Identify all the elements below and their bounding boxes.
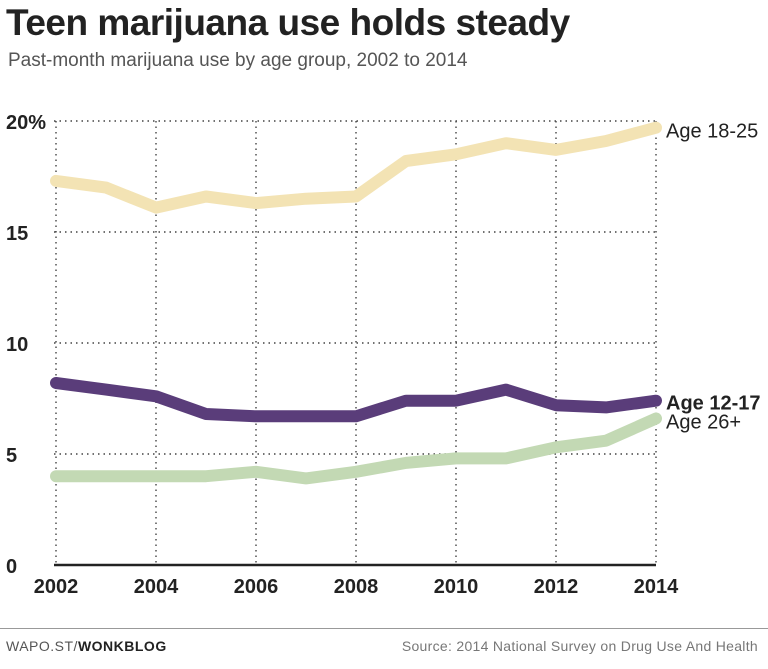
- series-label: Age 26+: [666, 411, 741, 433]
- chart-subtitle: Past-month marijuana use by age group, 2…: [8, 50, 468, 71]
- y-tick-label: 15: [6, 223, 28, 245]
- chart-title: Teen marijuana use holds steady: [6, 2, 570, 43]
- footer-site[interactable]: WAPO.ST/WONKBLOG: [6, 638, 167, 654]
- y-tick-label: 20%: [6, 112, 46, 134]
- x-tick-label: 2010: [434, 576, 479, 598]
- x-tick-label: 2014: [634, 576, 679, 598]
- series-layer: [50, 121, 662, 485]
- y-tick-label: 10: [6, 334, 28, 356]
- y-tick-label: 5: [6, 445, 17, 467]
- footer-source: Source: 2014 National Survey on Drug Use…: [401, 638, 758, 654]
- series-line-age-26-: [50, 412, 662, 485]
- footer-divider: [0, 628, 768, 629]
- y-tick-label: 0: [6, 556, 17, 578]
- series-label: Age 18-25: [666, 121, 758, 143]
- footer-site-prefix: WAPO.ST/: [6, 638, 78, 654]
- x-tick-label: 2002: [34, 576, 79, 598]
- axis-layer: 0 5 10 15 20% 2002 2004 2006 2008 2010 2012 2014: [6, 112, 679, 598]
- series-label: Age 12-17: [666, 393, 761, 415]
- series-label-layer: Age 18-25 Age 26+Age 12-17: [666, 121, 761, 434]
- x-tick-label: 2006: [234, 576, 279, 598]
- footer-site-brand: WONKBLOG: [77, 638, 167, 654]
- x-tick-label: 2012: [534, 576, 579, 598]
- x-tick-label: 2008: [334, 576, 379, 598]
- x-tick-label: 2004: [134, 576, 179, 598]
- line-chart: 0 5 10 15 20% 2002 2004 2006 2008 2010 2012 2014 Ag…: [6, 112, 761, 598]
- grid-layer: [54, 120, 657, 565]
- series-line-age-18-25: [50, 121, 662, 214]
- series-line-age-12-17: [50, 377, 662, 423]
